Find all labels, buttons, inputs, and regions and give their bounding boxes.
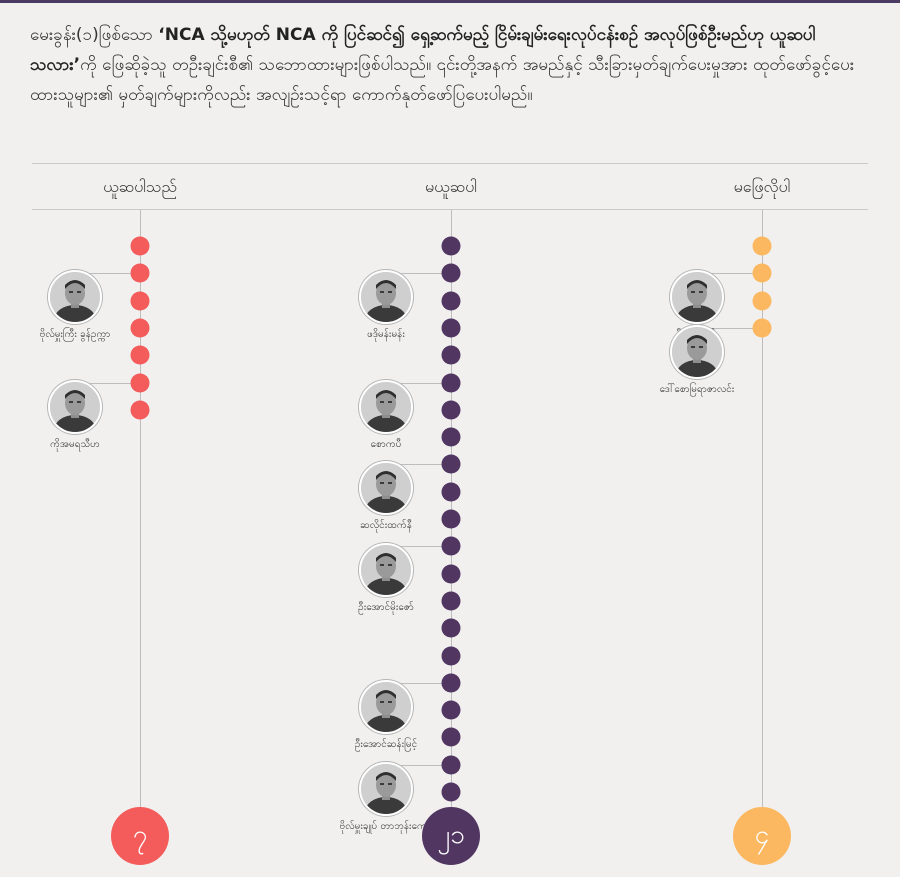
response-dot bbox=[130, 400, 150, 420]
person-name: စောကပီ bbox=[370, 438, 402, 450]
person-avatar bbox=[359, 461, 413, 516]
response-dot bbox=[130, 373, 150, 392]
intro-text-end: ကို ဖြေဆိုခဲ့သူ တဦးချင်းစီ၏ သဘောထားများဖ… bbox=[30, 55, 855, 105]
person-name: ဦးအောင်ဆန်းမြင့် bbox=[354, 738, 418, 750]
person-connector bbox=[75, 273, 140, 275]
response-dot bbox=[441, 427, 461, 447]
person-avatar bbox=[359, 379, 413, 434]
response-dot bbox=[441, 318, 461, 338]
column-line bbox=[762, 210, 763, 836]
person-name: ဖဒိုမန်းမန်း bbox=[367, 329, 405, 341]
response-dot bbox=[441, 373, 461, 392]
person-name: ဒေါ်စောမြရာဇာလင်း bbox=[659, 383, 735, 395]
response-dot bbox=[441, 236, 461, 256]
person-connector bbox=[697, 273, 762, 275]
response-dot bbox=[441, 646, 461, 665]
response-dot bbox=[752, 236, 772, 256]
person-avatar bbox=[359, 679, 413, 734]
person-connector bbox=[386, 682, 451, 684]
person-avatar bbox=[359, 761, 413, 816]
person-connector bbox=[386, 546, 451, 548]
top-accent-bar bbox=[0, 0, 900, 3]
person-name: ဆလိုင်းထက်နီ bbox=[360, 520, 412, 532]
response-dot bbox=[441, 673, 461, 693]
column-header-agree: ယူဆပါသည် bbox=[103, 177, 177, 196]
person-connector bbox=[697, 327, 762, 329]
response-dot bbox=[130, 263, 150, 283]
intro-paragraph: မေးခွန်း(၁)ဖြစ်သော ‘NCA သို့မဟုတ် NCA ကိ… bbox=[30, 20, 875, 110]
person-name: ဦးအောင်မိုးဇော် bbox=[358, 602, 414, 614]
header-bottom-rule bbox=[32, 209, 868, 210]
response-dot bbox=[752, 318, 772, 338]
response-dot bbox=[441, 782, 461, 802]
column-total-circle: ၂၁ bbox=[422, 807, 480, 865]
person-name: ကိုအမရသီဟ bbox=[50, 438, 100, 450]
person-name: ဗိုလ်မှူးချုပ် တာဘုန်းကျော် bbox=[339, 820, 433, 832]
response-dot bbox=[752, 263, 772, 283]
person-connector bbox=[386, 764, 451, 766]
response-dot bbox=[441, 755, 461, 775]
column-total-circle: ၄ bbox=[733, 807, 791, 865]
response-dot bbox=[130, 318, 150, 338]
person-connector bbox=[386, 464, 451, 466]
person-connector bbox=[386, 382, 451, 384]
response-dot bbox=[441, 509, 461, 529]
response-dot bbox=[441, 536, 461, 556]
column-header-disagree: မယူဆပါ bbox=[424, 177, 478, 196]
intro-question: ‘NCA သို့မဟုတ် NCA ကို ပြင်ဆင်၍ ရှေ့ဆက်မ… bbox=[30, 25, 816, 75]
response-dot bbox=[441, 482, 461, 502]
response-dot bbox=[130, 345, 150, 365]
person-avatar bbox=[48, 270, 102, 325]
column-line bbox=[140, 210, 141, 836]
person-connector bbox=[386, 273, 451, 275]
response-dot bbox=[441, 454, 461, 474]
response-dot bbox=[130, 236, 150, 256]
person-avatar bbox=[359, 543, 413, 598]
response-dot bbox=[441, 700, 461, 720]
response-dot bbox=[441, 345, 461, 365]
response-dot bbox=[441, 618, 461, 638]
response-dot bbox=[441, 291, 461, 311]
column-header-no-answer: မဖြေလိုပါ bbox=[733, 177, 791, 196]
person-avatar bbox=[48, 379, 102, 434]
response-dot bbox=[441, 591, 461, 611]
person-connector bbox=[75, 382, 140, 384]
person-avatar bbox=[670, 270, 724, 325]
column-total-circle: ၇ bbox=[111, 807, 169, 865]
person-avatar bbox=[359, 270, 413, 325]
person-name: ဗိုလ်မှူးကြီး ခွန်ဥက္ကာ bbox=[39, 329, 111, 341]
header-top-rule bbox=[32, 163, 868, 164]
response-dot bbox=[441, 400, 461, 420]
response-dot bbox=[441, 263, 461, 283]
intro-text-start: မေးခွန်း(၁)ဖြစ်သော bbox=[30, 25, 159, 45]
response-dot bbox=[441, 727, 461, 747]
response-dot bbox=[752, 291, 772, 311]
response-dot bbox=[130, 291, 150, 311]
person-avatar bbox=[670, 324, 724, 379]
response-dot bbox=[441, 564, 461, 584]
